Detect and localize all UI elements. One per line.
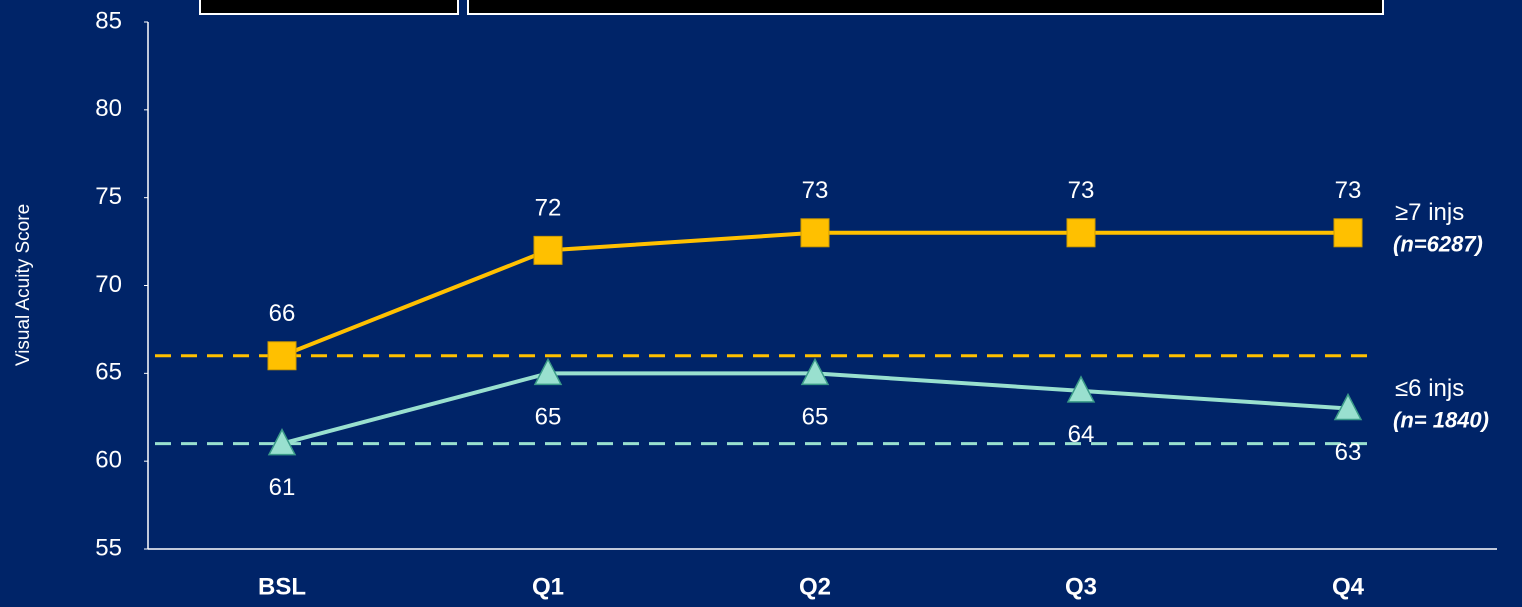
data-label: 72 bbox=[535, 195, 562, 222]
y-tick-label: 60 bbox=[95, 447, 122, 474]
marker bbox=[800, 357, 830, 386]
x-tick-label: Q2 bbox=[799, 573, 831, 600]
data-label: 65 bbox=[802, 404, 829, 431]
data-label: 66 bbox=[269, 300, 296, 327]
data-label: 73 bbox=[1335, 177, 1362, 204]
y-tick-label: 85 bbox=[95, 7, 122, 34]
data-label: 73 bbox=[802, 177, 829, 204]
x-tick-label: Q4 bbox=[1332, 573, 1365, 600]
top-box bbox=[467, 0, 1384, 15]
data-label: 63 bbox=[1335, 439, 1362, 466]
series-sample: (n=6287) bbox=[1393, 232, 1483, 257]
y-tick-label: 75 bbox=[95, 183, 122, 210]
marker bbox=[533, 235, 563, 265]
y-axis-label: Visual Acuity Score bbox=[13, 204, 34, 366]
series-name: ≥7 injs bbox=[1395, 199, 1464, 226]
y-tick-label: 65 bbox=[95, 359, 122, 386]
marker bbox=[1333, 392, 1363, 421]
marker bbox=[1066, 218, 1096, 248]
marker bbox=[267, 341, 297, 371]
top-box bbox=[199, 0, 459, 15]
series-name: ≤6 injs bbox=[1395, 375, 1464, 402]
x-tick-label: BSL bbox=[258, 573, 306, 600]
y-tick-label: 55 bbox=[95, 534, 122, 561]
data-label: 64 bbox=[1068, 421, 1095, 448]
y-tick-label: 70 bbox=[95, 271, 122, 298]
data-label: 61 bbox=[269, 474, 296, 501]
series-sample: (n= 1840) bbox=[1393, 407, 1489, 432]
marker bbox=[1333, 218, 1363, 248]
marker bbox=[533, 357, 563, 386]
marker bbox=[1066, 375, 1096, 403]
data-label: 73 bbox=[1068, 177, 1095, 204]
data-label: 65 bbox=[535, 404, 562, 431]
y-tick-label: 80 bbox=[95, 95, 122, 122]
x-tick-label: Q1 bbox=[532, 573, 564, 600]
x-tick-label: Q3 bbox=[1065, 573, 1097, 600]
marker bbox=[800, 218, 830, 248]
marker bbox=[267, 427, 297, 456]
